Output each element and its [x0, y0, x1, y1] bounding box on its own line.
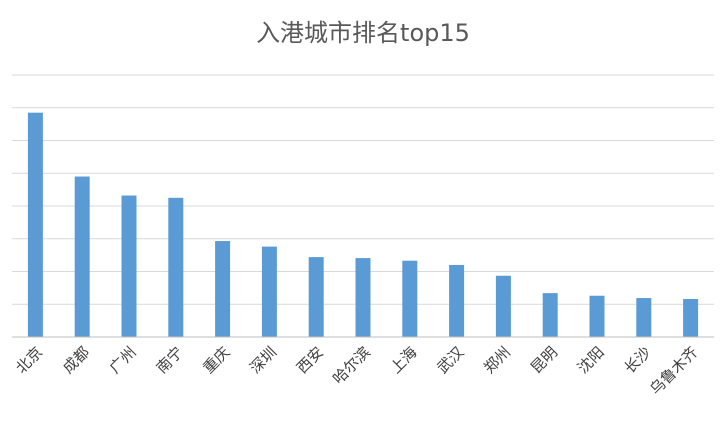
bar-13 — [636, 298, 652, 337]
bar-7 — [355, 258, 371, 337]
bars — [27, 112, 699, 337]
chart-title: 入港城市排名top15 — [256, 19, 470, 47]
bar-5 — [261, 246, 277, 337]
bar-11 — [542, 293, 558, 337]
x-tick-label: 昆明 — [527, 343, 561, 377]
bar-3 — [168, 197, 184, 337]
bar-0 — [27, 112, 43, 337]
x-tick-label: 乌鲁木齐 — [646, 343, 701, 398]
x-tick-label: 武汉 — [433, 343, 467, 377]
x-tick-label: 北京 — [12, 343, 46, 377]
bar-6 — [308, 257, 324, 337]
x-tick-label: 哈尔滨 — [329, 343, 374, 388]
bar-2 — [121, 195, 137, 337]
bar-12 — [589, 295, 605, 337]
x-tick-label: 西安 — [293, 343, 327, 377]
x-tick-label: 深圳 — [246, 343, 280, 377]
x-tick-label: 广州 — [106, 343, 140, 377]
bar-4 — [215, 241, 231, 337]
x-tick-label: 长沙 — [621, 343, 655, 377]
bar-14 — [683, 299, 699, 337]
bar-10 — [495, 275, 511, 337]
x-tick-label: 郑州 — [480, 343, 514, 377]
x-tick-label: 沈阳 — [574, 343, 608, 377]
x-tick-label: 上海 — [387, 343, 421, 377]
bar-9 — [449, 264, 465, 337]
x-tick-label: 成都 — [59, 343, 93, 377]
bar-1 — [74, 176, 90, 337]
x-tick-label: 重庆 — [199, 343, 233, 377]
bar-8 — [402, 260, 418, 337]
x-tick-label: 南宁 — [153, 343, 187, 377]
